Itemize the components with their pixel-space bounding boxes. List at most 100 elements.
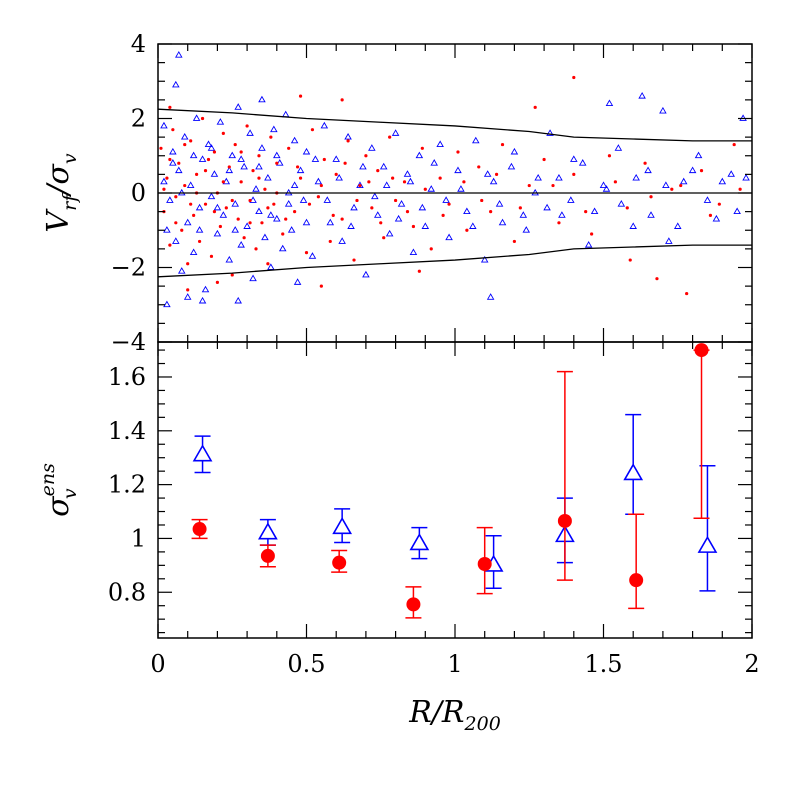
scatter-triangle-point — [578, 159, 587, 166]
bottom-triangle-point — [623, 463, 644, 481]
envelope-lower-line — [157, 244, 752, 278]
scatter-dot-point — [183, 142, 187, 147]
scatter-dot-point — [679, 183, 683, 188]
scatter-dot-point — [512, 239, 517, 244]
scatter-triangle-point — [284, 200, 293, 207]
scatter-dot-point — [489, 210, 493, 214]
scatter-dot-point — [376, 169, 380, 173]
x-tick-label: 1 — [447, 650, 462, 678]
scatter-dot-point — [557, 221, 561, 225]
scatter-dot-point — [257, 154, 261, 158]
scatter-triangle-point — [374, 211, 382, 218]
scatter-dot-point — [417, 269, 421, 273]
scatter-dot-point — [346, 139, 350, 143]
scatter-triangle-point — [270, 125, 278, 133]
top-y-tick-label: 2 — [131, 105, 146, 133]
scatter-dot-point — [248, 221, 252, 225]
scatter-triangle-point — [442, 196, 450, 203]
scatter-triangle-point — [510, 147, 519, 155]
top-y-tick-label: −2 — [111, 254, 146, 282]
scatter-triangle-point — [469, 222, 477, 229]
scatter-triangle-point — [409, 248, 418, 256]
scatter-dot-point — [518, 206, 522, 210]
scatter-dot-point — [319, 284, 323, 288]
scatter-triangle-point — [160, 121, 168, 129]
bottom-triangle-point — [697, 535, 718, 553]
scatter-triangle-point — [207, 192, 216, 200]
scatter-triangle-point — [403, 170, 412, 177]
scatter-triangle-point — [175, 51, 183, 58]
scatter-dot-point — [221, 180, 225, 184]
scatter-triangle-point — [555, 173, 563, 181]
scatter-dot-point — [212, 210, 217, 214]
x-tick-label: 2 — [744, 650, 759, 678]
scatter-triangle-point — [379, 162, 388, 170]
scatter-dot-point — [171, 128, 175, 132]
scatter-dot-point — [227, 165, 231, 169]
bottom-panel-marks — [191, 343, 718, 619]
scatter-dot-point — [293, 210, 297, 214]
x-tick-label: 0.5 — [287, 650, 325, 678]
scatter-triangle-point — [163, 226, 171, 233]
scatter-triangle-point — [234, 103, 242, 110]
scatter-triangle-point — [219, 211, 228, 218]
top-panel-envelope — [157, 108, 752, 278]
scatter-triangle-point — [204, 140, 213, 148]
scatter-triangle-point — [498, 218, 507, 226]
scatter-dot-point — [343, 161, 347, 165]
scatter-dot-point — [212, 150, 217, 154]
scatter-dot-point — [266, 262, 270, 266]
scatter-dot-point — [257, 176, 261, 180]
scatter-dot-point — [340, 217, 344, 221]
scatter-triangle-point — [335, 173, 343, 181]
scatter-dot-point — [269, 135, 273, 139]
bottom-ylabel-sup: ens — [37, 463, 59, 496]
bottom-y-tick-label: 1.2 — [108, 471, 146, 499]
scatter-dot-point — [245, 124, 249, 128]
xlabel-main: R — [408, 695, 432, 730]
scatter-dot-point — [233, 142, 237, 147]
scatter-dot-point — [230, 198, 234, 203]
scatter-dot-point — [533, 105, 537, 109]
scatter-triangle-point — [320, 121, 329, 129]
scatter-dot-point — [224, 206, 228, 210]
scatter-dot-point — [260, 221, 264, 225]
scatter-dot-point — [732, 142, 736, 147]
scatter-dot-point — [239, 150, 243, 154]
scatter-triangle-point — [418, 203, 427, 211]
scatter-triangle-point — [694, 151, 703, 159]
scatter-triangle-point — [163, 300, 171, 308]
scatter-dot-point — [388, 135, 392, 139]
scatter-triangle-point — [679, 177, 688, 185]
scatter-dot-point — [195, 172, 199, 176]
scatter-triangle-point — [457, 185, 465, 192]
top-ylabel-main: V — [41, 208, 76, 233]
bottom-panel-frame — [157, 341, 753, 639]
bottom-triangle-point — [258, 522, 278, 540]
scatter-dot-point — [162, 187, 166, 191]
top-y-tick-label: 0 — [131, 179, 146, 207]
scatter-dot-point — [655, 277, 659, 281]
scatter-triangle-point — [662, 181, 670, 188]
scatter-triangle-point — [198, 296, 207, 304]
scatter-triangle-point — [463, 207, 471, 215]
scatter-triangle-point — [225, 166, 234, 174]
scatter-triangle-point — [483, 170, 492, 177]
scatter-dot-point — [500, 142, 505, 147]
scatter-triangle-point — [258, 95, 266, 103]
scatter-triangle-point — [231, 200, 239, 207]
scatter-dot-point — [370, 206, 374, 210]
scatter-triangle-point — [255, 207, 263, 215]
scatter-dot-point — [319, 183, 323, 188]
scatter-triangle-point — [742, 173, 750, 181]
scatter-triangle-point — [614, 144, 623, 151]
scatter-dot-point — [239, 180, 243, 184]
scatter-triangle-point — [290, 136, 299, 144]
scatter-dot-point — [628, 258, 632, 262]
scatter-triangle-point — [213, 229, 222, 237]
scatter-triangle-point — [673, 222, 682, 229]
scatter-triangle-point — [599, 181, 608, 188]
scatter-triangle-point — [647, 211, 655, 218]
scatter-dot-point — [248, 198, 252, 203]
scatter-triangle-point — [160, 177, 168, 185]
